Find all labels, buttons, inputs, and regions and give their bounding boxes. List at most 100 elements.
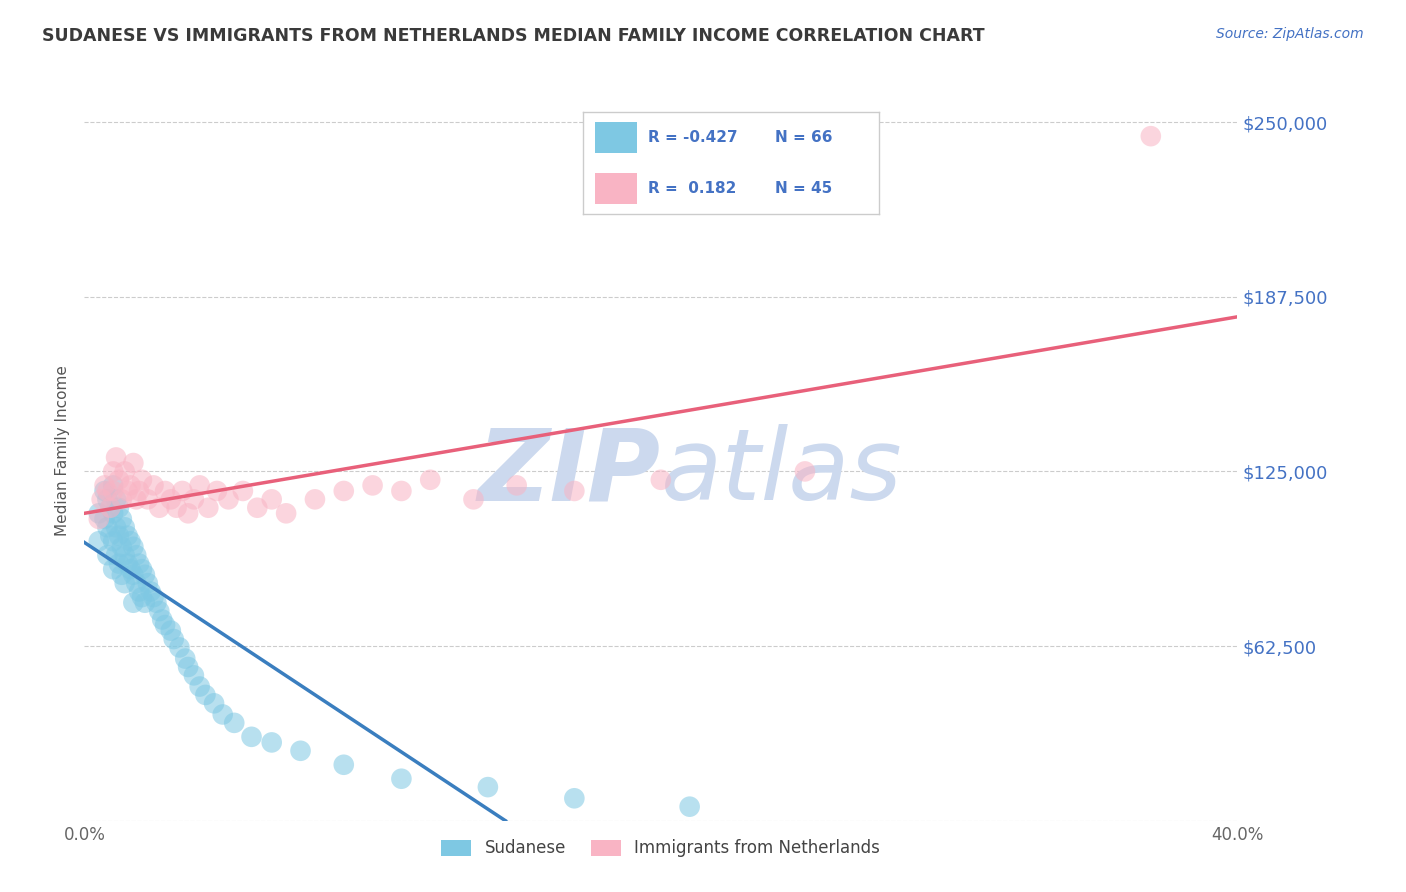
Point bbox=[160, 624, 183, 638]
Point bbox=[98, 529, 121, 543]
Point bbox=[177, 506, 200, 520]
Point bbox=[246, 500, 269, 515]
Point bbox=[120, 478, 142, 492]
Legend: Sudanese, Immigrants from Netherlands: Sudanese, Immigrants from Netherlands bbox=[434, 833, 887, 864]
Point bbox=[122, 567, 145, 582]
Point bbox=[98, 500, 121, 515]
Point bbox=[105, 492, 128, 507]
Point bbox=[136, 576, 159, 591]
Point bbox=[111, 567, 134, 582]
Point bbox=[276, 506, 298, 520]
Point bbox=[197, 500, 219, 515]
Point bbox=[131, 562, 153, 576]
FancyBboxPatch shape bbox=[595, 122, 637, 153]
Point bbox=[260, 735, 283, 749]
Text: Source: ZipAtlas.com: Source: ZipAtlas.com bbox=[1216, 27, 1364, 41]
Point bbox=[103, 464, 124, 478]
Point bbox=[139, 584, 162, 599]
Point bbox=[122, 456, 145, 470]
Point bbox=[153, 618, 176, 632]
Point bbox=[93, 483, 115, 498]
Point bbox=[128, 584, 150, 599]
Point bbox=[103, 478, 124, 492]
Point bbox=[114, 576, 136, 591]
Point bbox=[120, 562, 142, 576]
Point bbox=[333, 757, 356, 772]
Point bbox=[120, 534, 142, 549]
Point bbox=[87, 534, 110, 549]
Point bbox=[333, 483, 356, 498]
Point bbox=[93, 478, 115, 492]
Point bbox=[419, 473, 441, 487]
Point bbox=[131, 473, 153, 487]
Point bbox=[96, 483, 118, 498]
Point bbox=[188, 478, 211, 492]
Point bbox=[240, 730, 263, 744]
Point bbox=[90, 492, 112, 507]
Point bbox=[108, 473, 131, 487]
Point bbox=[111, 492, 134, 507]
Point bbox=[202, 696, 225, 710]
Point bbox=[125, 576, 148, 591]
Point bbox=[794, 464, 817, 478]
Point bbox=[194, 688, 217, 702]
Point bbox=[128, 483, 150, 498]
Point bbox=[87, 512, 110, 526]
Point bbox=[111, 540, 134, 554]
Point bbox=[148, 500, 170, 515]
Point bbox=[103, 483, 124, 498]
Point bbox=[108, 557, 131, 571]
Point bbox=[188, 680, 211, 694]
Point bbox=[134, 567, 156, 582]
Point bbox=[361, 478, 384, 492]
Point bbox=[650, 473, 672, 487]
Text: R = -0.427: R = -0.427 bbox=[648, 129, 738, 145]
Point bbox=[108, 529, 131, 543]
Point bbox=[232, 483, 254, 498]
Point bbox=[142, 478, 165, 492]
Y-axis label: Median Family Income: Median Family Income bbox=[55, 365, 70, 536]
Point bbox=[125, 548, 148, 562]
Point bbox=[391, 772, 413, 786]
Point bbox=[114, 520, 136, 534]
Point bbox=[148, 604, 170, 618]
Point bbox=[128, 557, 150, 571]
Point bbox=[122, 540, 145, 554]
Point bbox=[117, 483, 139, 498]
Point bbox=[150, 612, 173, 626]
Point bbox=[218, 492, 240, 507]
Point bbox=[103, 506, 124, 520]
Point bbox=[224, 715, 246, 730]
Point bbox=[117, 529, 139, 543]
Point bbox=[1140, 129, 1163, 144]
Point bbox=[125, 492, 148, 507]
Point bbox=[145, 596, 167, 610]
Point bbox=[304, 492, 326, 507]
Point bbox=[183, 492, 205, 507]
Text: atlas: atlas bbox=[661, 425, 903, 521]
Point bbox=[98, 500, 121, 515]
Point bbox=[169, 640, 191, 655]
Point bbox=[134, 596, 156, 610]
Point bbox=[96, 548, 118, 562]
Point bbox=[105, 548, 128, 562]
Point bbox=[564, 483, 586, 498]
Point bbox=[131, 590, 153, 604]
Point bbox=[391, 483, 413, 498]
Point bbox=[205, 483, 228, 498]
Point bbox=[87, 506, 110, 520]
Point bbox=[177, 660, 200, 674]
Point bbox=[166, 500, 188, 515]
Point bbox=[103, 562, 124, 576]
Point bbox=[114, 464, 136, 478]
Text: N = 45: N = 45 bbox=[776, 181, 832, 196]
Point bbox=[96, 492, 118, 507]
Point bbox=[96, 520, 118, 534]
Point bbox=[564, 791, 586, 805]
Point bbox=[290, 744, 312, 758]
Point bbox=[136, 492, 159, 507]
Text: R =  0.182: R = 0.182 bbox=[648, 181, 737, 196]
Point bbox=[153, 483, 176, 498]
Point bbox=[142, 590, 165, 604]
Point bbox=[260, 492, 283, 507]
